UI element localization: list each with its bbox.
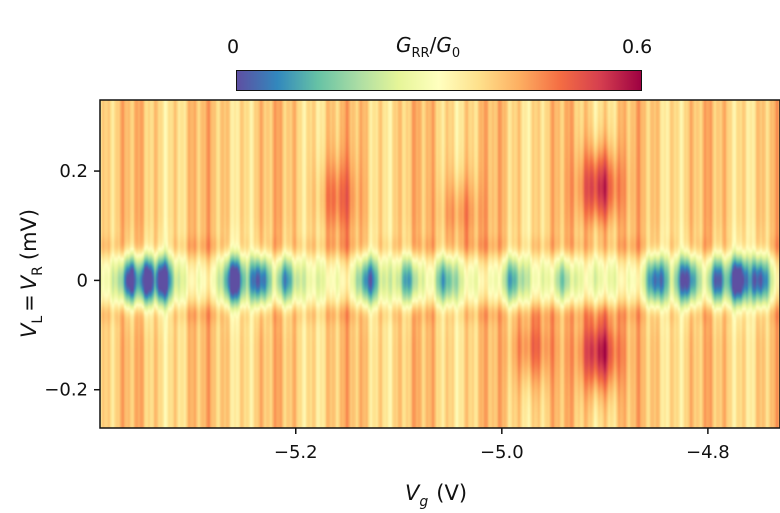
plot-frame bbox=[99, 99, 780, 429]
x-tick-label: −5.0 bbox=[480, 442, 524, 463]
y-tick-label: −0.2 bbox=[44, 380, 88, 401]
colorbar bbox=[236, 70, 642, 91]
x-tick-label: −4.8 bbox=[686, 442, 730, 463]
y-tick-label: 0 bbox=[77, 270, 88, 291]
y-axis-title: VL=VR(mV) bbox=[17, 209, 46, 338]
colorbar-max-label: 0.6 bbox=[622, 36, 653, 58]
x-tick-label: −5.2 bbox=[274, 442, 318, 463]
x-axis: −5.2 −5.0 −4.8 bbox=[274, 428, 730, 463]
colorbar-title: GRR/G0 bbox=[396, 33, 461, 61]
y-axis: 0.2 0 −0.2 bbox=[44, 161, 100, 401]
conductance-heatmap bbox=[100, 100, 780, 428]
colorbar-min-label: 0 bbox=[227, 36, 240, 58]
x-axis-title: Vg (V) bbox=[405, 481, 467, 510]
y-tick-label: 0.2 bbox=[59, 161, 88, 182]
